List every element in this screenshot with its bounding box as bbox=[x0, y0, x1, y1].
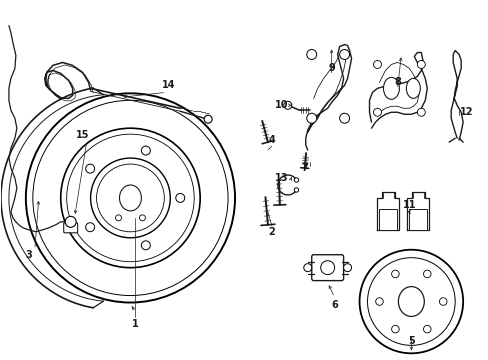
Circle shape bbox=[85, 164, 95, 173]
Circle shape bbox=[66, 134, 194, 262]
Circle shape bbox=[439, 298, 446, 305]
Circle shape bbox=[115, 215, 121, 221]
Bar bbox=[379, 209, 397, 230]
Text: 9: 9 bbox=[327, 63, 334, 73]
Text: 10: 10 bbox=[275, 100, 288, 110]
Text: 13: 13 bbox=[275, 173, 288, 183]
Circle shape bbox=[26, 93, 235, 302]
Circle shape bbox=[283, 101, 291, 109]
Circle shape bbox=[90, 158, 170, 238]
Circle shape bbox=[65, 216, 76, 227]
Circle shape bbox=[339, 113, 349, 123]
FancyBboxPatch shape bbox=[63, 223, 78, 233]
Circle shape bbox=[33, 100, 227, 296]
Circle shape bbox=[294, 178, 298, 182]
Circle shape bbox=[416, 108, 425, 116]
Text: 2: 2 bbox=[268, 227, 275, 237]
Circle shape bbox=[339, 50, 349, 59]
Circle shape bbox=[303, 264, 311, 272]
Circle shape bbox=[423, 325, 430, 333]
Circle shape bbox=[391, 270, 398, 278]
Circle shape bbox=[359, 250, 462, 353]
Ellipse shape bbox=[383, 77, 399, 99]
Text: 11: 11 bbox=[402, 200, 415, 210]
Text: 12: 12 bbox=[459, 107, 473, 117]
Circle shape bbox=[306, 113, 316, 123]
Text: 3: 3 bbox=[25, 250, 32, 260]
Circle shape bbox=[416, 60, 425, 68]
Circle shape bbox=[85, 223, 95, 232]
Circle shape bbox=[141, 241, 150, 250]
Circle shape bbox=[423, 270, 430, 278]
Circle shape bbox=[203, 115, 212, 123]
Text: 7: 7 bbox=[301, 163, 307, 173]
Bar bbox=[408, 209, 427, 230]
Circle shape bbox=[320, 261, 334, 275]
Circle shape bbox=[139, 215, 145, 221]
Ellipse shape bbox=[119, 185, 141, 211]
Text: 8: 8 bbox=[393, 77, 400, 87]
Circle shape bbox=[306, 50, 316, 59]
Text: 4: 4 bbox=[268, 135, 275, 145]
Circle shape bbox=[373, 60, 381, 68]
Circle shape bbox=[61, 128, 200, 268]
Circle shape bbox=[373, 108, 381, 116]
Circle shape bbox=[294, 188, 298, 192]
Ellipse shape bbox=[398, 287, 424, 316]
Circle shape bbox=[391, 325, 398, 333]
FancyBboxPatch shape bbox=[311, 255, 343, 280]
Circle shape bbox=[343, 264, 351, 272]
Circle shape bbox=[367, 258, 454, 345]
Ellipse shape bbox=[406, 78, 420, 98]
Circle shape bbox=[96, 164, 164, 232]
Circle shape bbox=[375, 298, 383, 305]
Text: 5: 5 bbox=[407, 336, 414, 346]
Circle shape bbox=[141, 146, 150, 155]
Circle shape bbox=[175, 193, 184, 202]
Text: 6: 6 bbox=[330, 300, 337, 310]
Text: 15: 15 bbox=[76, 130, 89, 140]
Text: 14: 14 bbox=[161, 80, 175, 90]
Text: 1: 1 bbox=[132, 319, 139, 329]
